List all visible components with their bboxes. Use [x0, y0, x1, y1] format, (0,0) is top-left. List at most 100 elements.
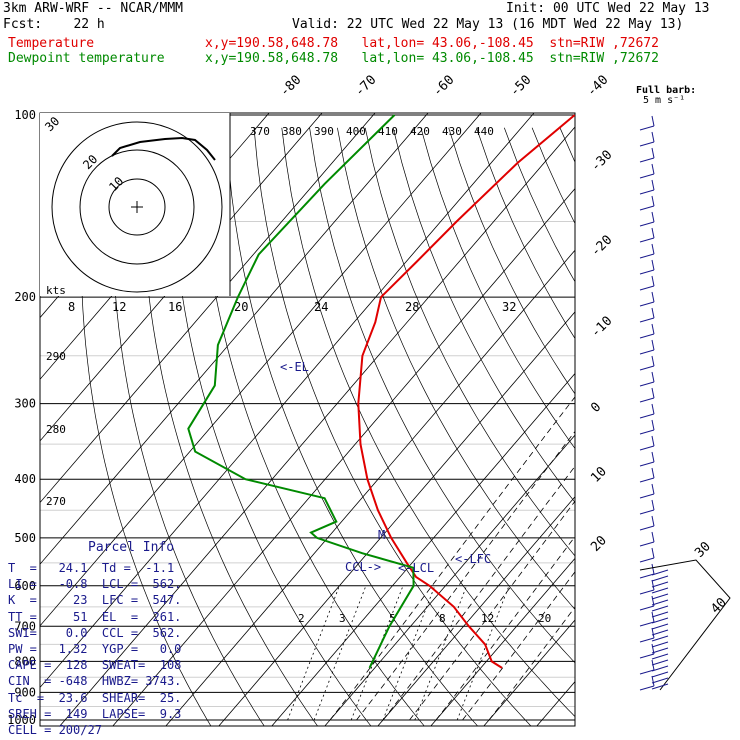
parcel-info-row: CELL = 200/27	[8, 723, 102, 737]
isotherm-label: -50	[507, 73, 534, 100]
pressure-label: 1000	[7, 713, 36, 727]
wind-barb-low	[651, 575, 669, 582]
wind-barb-low	[651, 623, 669, 630]
isotherm-line	[40, 113, 535, 689]
dry-adiabat	[364, 127, 575, 557]
pressure-label: 100	[14, 108, 36, 122]
dry-adiabat	[225, 127, 479, 726]
mixing-ratio-label: 3	[339, 612, 346, 625]
wind-barb	[639, 141, 655, 147]
wind-barb	[639, 445, 655, 451]
dry-adiabat	[141, 127, 318, 726]
mixing-ratio-line	[287, 585, 340, 721]
wind-barb-low	[651, 671, 669, 678]
plot-frame	[39, 112, 576, 727]
isotherm-line	[40, 113, 323, 442]
wind-barb-flag	[651, 163, 655, 175]
wind-barb	[639, 461, 655, 467]
wind-barb	[639, 621, 655, 627]
wind-barb	[639, 125, 655, 131]
isotherm-line	[271, 372, 575, 726]
moist-adiabat	[329, 396, 575, 721]
dry-adiabat	[170, 127, 372, 726]
legend-dewpoint: Dewpoint temperature	[8, 51, 165, 66]
isotherm-line	[483, 619, 575, 726]
wind-barb-low	[651, 683, 669, 690]
dry-adiabat	[448, 127, 575, 395]
wind-barb-flag	[651, 531, 655, 543]
theta-label: 430	[442, 125, 462, 138]
mixing-ratio-label: 8	[439, 612, 446, 625]
parcel-info-row: T = 24.1 Td = -1.1	[8, 561, 175, 575]
wind-barb-low	[651, 599, 669, 606]
wind-barb-flag	[651, 435, 655, 447]
hodograph-units: kts	[46, 284, 66, 297]
wind-barb	[639, 637, 655, 643]
pressure-label: 900	[14, 685, 36, 699]
parcel-info-row: SREH = 149 LAPSE= 9.3	[8, 706, 182, 721]
wind-barb-low	[651, 611, 669, 618]
wind-barb	[639, 285, 655, 291]
wind-barb	[639, 317, 655, 323]
dry-adiabat	[392, 127, 575, 503]
legend-temperature: Temperature	[8, 36, 95, 51]
wind-barb	[639, 669, 655, 675]
parcel-info-row: Tc = 23.6 SHEAR= 25.	[8, 690, 182, 705]
dry-adiabat	[309, 127, 575, 664]
barb-legend-title: Full barb:	[636, 85, 696, 96]
wind-barb	[639, 237, 655, 243]
isotherm-line	[536, 681, 575, 726]
pressure-label: 600	[14, 579, 36, 593]
theta-label: 420	[410, 125, 430, 138]
wind-barb-flag	[651, 499, 655, 511]
theta-label: 410	[378, 125, 398, 138]
wind-barb-flag	[651, 323, 655, 335]
wind-barb	[639, 653, 655, 659]
wind-barb-low	[651, 629, 669, 636]
theta-label: 380	[282, 125, 302, 138]
wind-barb-flag	[651, 243, 655, 255]
hodograph-ring	[79, 149, 195, 265]
wind-barb	[639, 429, 655, 435]
parcel-info-row: K = 23 LFC = 547.	[8, 593, 182, 608]
wind-barb-flag	[651, 387, 655, 399]
dry-adiabat	[531, 127, 575, 225]
wind-barb	[639, 685, 655, 691]
dry-adiabat	[476, 127, 575, 340]
dewpoint-profile	[187, 114, 415, 669]
isotherm-label: -20	[588, 233, 615, 260]
wind-barb-low	[651, 581, 669, 588]
parcel-info-title: Parcel Info	[88, 540, 175, 555]
isotherm-line	[112, 187, 575, 726]
parcel-info-row: CAPE = 128 SWEAT= 108	[8, 658, 182, 673]
theta-label: 370	[250, 125, 270, 138]
wind-barb	[639, 173, 655, 179]
pressure-label: 500	[14, 531, 36, 545]
isotherm-label: 10	[588, 464, 610, 486]
legend-temperature-info: x,y=190.58,648.78 lat,lon= 43.06,-108.45…	[205, 36, 659, 51]
wind-barb-flag	[651, 563, 655, 575]
parcel-info-row: PW = 1.32 YGP = 0.0	[8, 642, 182, 656]
isotherm-label: 30	[692, 539, 714, 561]
dry-adiabat	[559, 127, 575, 164]
wind-barb-flag	[651, 115, 655, 127]
moist-adiabat	[488, 606, 575, 721]
lcl-marker: <-LCL	[398, 561, 434, 575]
wind-barb	[639, 397, 655, 403]
wind-barb-flag	[651, 419, 655, 431]
wind-barb	[639, 573, 655, 579]
barb-legend-units: 5 m s⁻¹	[643, 95, 685, 106]
wind-barb-flag	[651, 451, 655, 463]
wind-barb-flag	[651, 403, 655, 415]
moist-adiabat	[356, 430, 575, 721]
wind-barb-flag	[651, 275, 655, 287]
isotherm-label: -30	[588, 148, 615, 175]
wind-barb	[639, 205, 655, 211]
wind-barb-low	[651, 641, 669, 648]
wind-barb	[639, 365, 655, 371]
wind-barb-flag	[651, 291, 655, 303]
dry-adiabat	[253, 127, 532, 726]
theta-label: 440	[474, 125, 494, 138]
theta-label: 270	[46, 495, 66, 508]
wind-barb	[639, 253, 655, 259]
